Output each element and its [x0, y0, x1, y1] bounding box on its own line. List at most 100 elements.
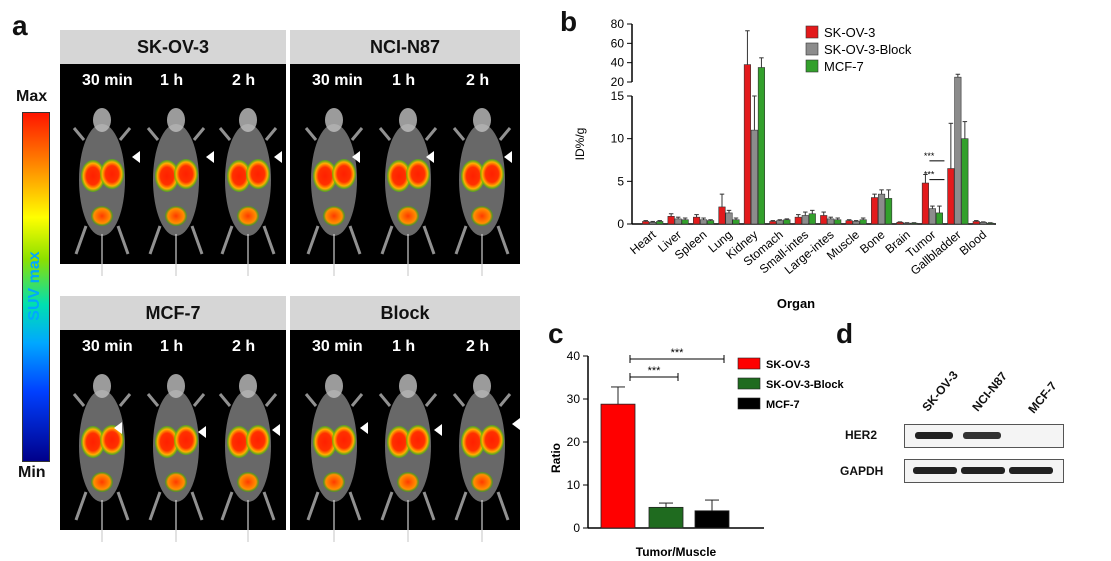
bar	[885, 198, 893, 225]
colorbar-min-label: Min	[18, 464, 46, 481]
y-axis-label: ID%/g	[573, 128, 587, 161]
timepoint-label: 1 h	[160, 338, 184, 355]
legend-label: SK-OV-3-Block	[766, 379, 845, 391]
legend-swatch	[737, 377, 761, 390]
y-tick-label: 60	[611, 36, 625, 50]
bar	[954, 76, 962, 225]
legend-label: SK-OV-3	[766, 359, 810, 371]
timepoint-label: 1 h	[392, 72, 416, 89]
y-tick-label: 0	[573, 521, 580, 535]
y-tick-label: 10	[567, 478, 581, 492]
colorbar	[22, 112, 50, 462]
y-tick-label: 20	[611, 75, 625, 89]
bar	[642, 221, 650, 225]
bar	[794, 216, 802, 225]
blot-row-label-gapdh: GAPDH	[840, 464, 884, 478]
bar	[878, 193, 886, 225]
significance-marker: ***	[924, 170, 935, 180]
bar	[700, 219, 708, 225]
x-tick-label: Bone	[857, 227, 888, 256]
bar	[648, 506, 684, 529]
bar	[681, 219, 689, 225]
panel-label-a: a	[12, 10, 28, 41]
x-tick-label: Blood	[957, 228, 990, 258]
bar	[961, 138, 969, 225]
bar	[896, 221, 904, 225]
bar	[935, 212, 943, 225]
legend-label: MCF-7	[824, 59, 864, 74]
y-tick-label: 20	[567, 435, 581, 449]
bar	[776, 220, 784, 225]
group-header-ncin87: NCI-N87	[290, 30, 520, 64]
legend-label: MCF-7	[766, 399, 800, 411]
significance-marker: ***	[648, 365, 662, 377]
group-header-block: Block	[290, 296, 520, 330]
bar	[903, 222, 911, 225]
bar	[667, 216, 675, 225]
bar	[769, 221, 777, 225]
timepoint-label: 30 min	[312, 338, 363, 355]
bar	[871, 197, 879, 225]
x-tick-label: Heart	[627, 227, 659, 257]
bar	[649, 221, 657, 225]
y-axis-label: Ratio	[549, 443, 563, 473]
blot-band	[913, 467, 957, 474]
timepoint-label: 30 min	[312, 72, 363, 89]
legend-swatch	[805, 25, 819, 39]
timepoint-label: 2 h	[232, 338, 256, 355]
bar	[827, 218, 835, 225]
timepoint-label: 1 h	[160, 72, 184, 89]
blot-band	[961, 467, 1005, 474]
timepoint-label: 2 h	[232, 72, 256, 89]
bar	[859, 219, 867, 225]
y-tick-label: 10	[611, 132, 625, 146]
y-tick-label: 0	[617, 217, 624, 231]
bar	[947, 168, 955, 225]
bar	[801, 215, 809, 225]
timepoint-label: 2 h	[466, 72, 490, 89]
bar	[693, 216, 701, 225]
timepoint-label: 2 h	[466, 338, 490, 355]
legend-swatch	[805, 59, 819, 73]
bar	[783, 219, 791, 225]
blot-box-her2	[904, 424, 1064, 448]
bar	[986, 222, 994, 225]
blot-band	[915, 432, 953, 439]
group-header-skov3: SK-OV-3	[60, 30, 286, 64]
blot-row-label-her2: HER2	[845, 428, 878, 442]
biodistribution-chart: 05101520406080ID%/gHeartLiverSpleenLungK…	[573, 17, 996, 311]
timepoint-label: 1 h	[392, 338, 416, 355]
x-axis-label: Organ	[777, 296, 815, 311]
colorbar-max-label: Max	[16, 88, 48, 105]
bar	[845, 220, 853, 225]
bar	[600, 403, 636, 529]
panel-label-c: c	[548, 318, 564, 349]
legend-swatch	[737, 357, 761, 370]
bar	[743, 64, 751, 225]
bar	[852, 221, 860, 225]
bar	[820, 215, 828, 225]
bar	[718, 206, 726, 225]
bar	[732, 219, 740, 225]
panel-label-d: d	[836, 318, 854, 349]
bar	[910, 222, 918, 225]
blot-box-gapdh	[904, 459, 1064, 483]
bar	[972, 221, 980, 225]
y-tick-label: 40	[611, 56, 625, 70]
bar	[979, 221, 987, 225]
legend-swatch	[737, 397, 761, 410]
bar	[674, 218, 682, 225]
y-tick-label: 5	[617, 174, 624, 188]
legend-label: SK-OV-3-Block	[824, 42, 912, 57]
legend-label: SK-OV-3	[824, 25, 875, 40]
bar	[757, 67, 765, 225]
blot-band	[963, 432, 1001, 439]
tumor-muscle-ratio-chart: 0 10 20 30 40 Ratio Tumor/Muscle *** *** SK-OV-3 S…	[549, 347, 845, 559]
bar	[808, 213, 816, 225]
significance-marker: ***	[671, 347, 685, 359]
timepoint-label: 30 min	[82, 338, 133, 355]
y-tick-label: 80	[611, 17, 625, 31]
bar	[921, 182, 929, 225]
bar	[834, 219, 842, 225]
